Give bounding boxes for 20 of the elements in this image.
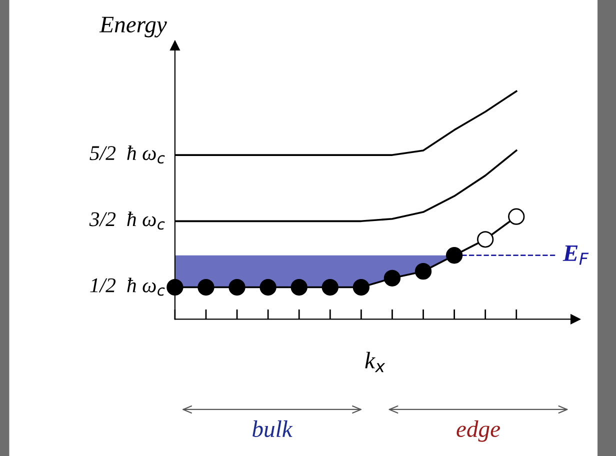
point <box>414 262 432 280</box>
point <box>228 278 246 296</box>
ref-line-label: E$_{F}$ <box>562 245 589 265</box>
point <box>384 270 401 286</box>
series-label: 3/2 ħ ω$_{c}$ <box>89 212 165 230</box>
point <box>290 278 308 296</box>
point <box>508 208 525 225</box>
point <box>260 278 276 296</box>
point <box>166 278 184 296</box>
y-axis-title: Energy <box>99 16 167 38</box>
text: bulk <box>252 420 293 438</box>
series-label: 1/2 ħ ω$_{c}$ <box>90 278 165 296</box>
x-axis-title: k$_{x}$ <box>365 352 386 372</box>
point <box>198 278 214 296</box>
point <box>477 231 494 248</box>
text: edge <box>456 420 500 442</box>
point <box>352 278 370 296</box>
point <box>446 247 463 264</box>
series-label: 5/2 ħ ω$_{c}$ <box>90 145 165 164</box>
point <box>322 278 338 296</box>
